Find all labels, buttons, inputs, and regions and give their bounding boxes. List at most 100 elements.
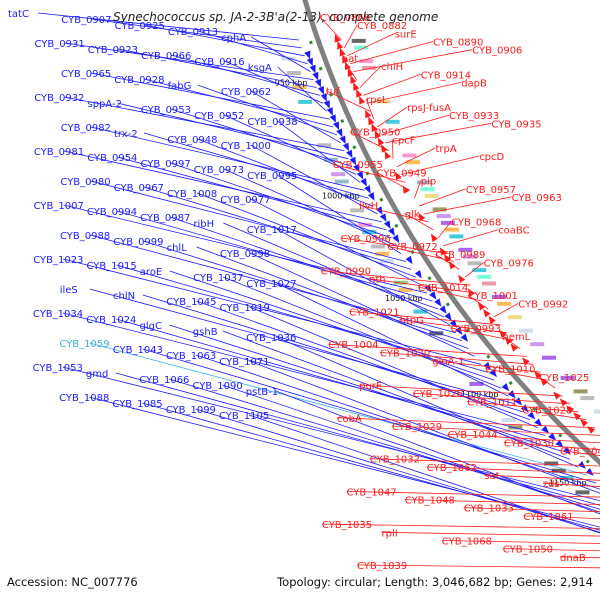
gene-label: CYB_0966 <box>141 51 191 62</box>
gene-label: CYB_1028 <box>522 406 572 417</box>
forward-gene-arrow <box>507 390 516 399</box>
label-leader-line <box>248 414 600 534</box>
gene-label: CYB_1085 <box>112 399 162 410</box>
label-leader-line <box>249 360 600 494</box>
label-leader-line <box>277 120 361 183</box>
gene-label: CYB_1030 <box>504 438 554 449</box>
forward-gene-arrow <box>304 50 311 60</box>
tick-mark <box>352 145 357 150</box>
label-leader-line <box>90 126 365 191</box>
label-leader-line <box>356 564 600 569</box>
feature-block <box>350 208 365 213</box>
label-leader-line <box>170 162 392 239</box>
feature-block <box>492 295 506 299</box>
gene-label: CYB_0925 <box>115 21 165 32</box>
label-leader-line <box>467 294 489 310</box>
gene-label: CYB_0998 <box>220 249 270 260</box>
label-leader-line <box>437 221 452 239</box>
label-leader-line <box>143 186 412 270</box>
feature-block <box>551 468 566 473</box>
label-leader-line <box>502 548 600 552</box>
forward-gene-arrow <box>501 383 510 392</box>
forward-gene-arrow <box>367 192 375 201</box>
reverse-gene-arrow <box>347 68 354 78</box>
feature-block <box>370 244 385 249</box>
gene-label: ilvH <box>359 201 378 212</box>
reverse-gene-arrow <box>430 233 438 242</box>
label-leader-line <box>418 188 466 207</box>
forward-gene-arrow <box>483 361 491 371</box>
label-leader-line <box>62 312 546 436</box>
gene-label: CYB_1019 <box>220 303 270 314</box>
gene-label: CYB_0977 <box>220 195 270 206</box>
label-leader-line <box>222 384 600 513</box>
gene-label: cobA <box>337 414 362 425</box>
gene-label: CYB_1017 <box>247 225 297 236</box>
gene-label: CYB_1105 <box>219 411 269 422</box>
label-leader-line <box>89 396 600 528</box>
gene-label: gmd <box>86 369 108 380</box>
tick-mark <box>318 66 323 71</box>
feature-block <box>342 193 357 198</box>
label-leader-line <box>250 198 422 286</box>
gene-label: CYB_0953 <box>141 105 191 116</box>
label-leader-line <box>197 30 308 65</box>
feature-block <box>482 281 496 286</box>
label-leader-line <box>115 372 600 506</box>
reverse-gene-arrow <box>510 343 518 352</box>
reverse-gene-arrow <box>353 82 360 91</box>
feature-block <box>351 38 366 43</box>
gene-label: chlH <box>381 62 403 73</box>
gene-label: CYB_1007 <box>34 201 84 212</box>
gene-label: zds <box>543 479 560 490</box>
forward-gene-arrow <box>320 93 327 102</box>
label-leaders <box>37 12 600 569</box>
gene-label: CYB_1039 <box>357 561 407 572</box>
feature-block <box>544 461 559 466</box>
feature-block <box>413 309 428 314</box>
feature-block <box>292 85 307 90</box>
gene-label: ksgA <box>248 63 272 74</box>
label-leader-line <box>117 48 317 88</box>
reverse-gene-arrow <box>350 75 357 84</box>
gene-label: CYB_0972 <box>388 242 438 253</box>
gene-label: sat <box>484 471 499 482</box>
map-title: Synechococcus sp. JA-2-3B'a(2-13), compl… <box>113 10 438 24</box>
gene-label: CYB_1026 <box>413 389 463 400</box>
forward-gene-arrow <box>323 100 330 109</box>
forward-gene-arrow <box>388 227 395 236</box>
gene-label: CYB_1029 <box>392 422 442 433</box>
forward-gene-arrow <box>379 213 387 222</box>
gene-label: chlN <box>113 291 135 302</box>
feature-block <box>445 227 460 232</box>
gene-label: gshB <box>193 327 218 338</box>
gene-label: purE <box>359 381 382 392</box>
label-leader-line <box>249 252 475 357</box>
tick-mark <box>445 302 451 307</box>
forward-gene-arrow <box>309 64 316 74</box>
label-leader-line <box>523 515 600 519</box>
feature-block <box>497 301 512 306</box>
forward-gene-arrow <box>527 411 536 420</box>
reverse-gene-arrow <box>359 95 366 105</box>
label-leader-line <box>392 139 394 159</box>
label-leader-line <box>467 401 579 413</box>
gene-label: CYB_1071 <box>219 357 269 368</box>
label-leader-line <box>369 458 600 467</box>
forward-gene-arrow <box>375 206 383 215</box>
label-leader-line <box>144 24 305 57</box>
label-leader-line <box>169 324 562 452</box>
reverse-gene-arrow <box>483 309 491 318</box>
feature-block <box>362 65 377 70</box>
gene-label: CYB_0993 <box>451 324 501 335</box>
label-leader-line <box>196 246 469 349</box>
label-leader-line <box>363 73 421 96</box>
gene-label: CYB_0923 <box>88 45 138 56</box>
label-leader-line <box>417 286 483 302</box>
feature-block <box>594 409 600 414</box>
gene-label: CYB_1063 <box>166 351 216 362</box>
gene-label: CYB_0948 <box>167 135 217 146</box>
forward-gene-arrow <box>317 86 324 95</box>
gene-label: CYB_1010 <box>485 365 535 376</box>
label-leader-line <box>144 78 334 128</box>
